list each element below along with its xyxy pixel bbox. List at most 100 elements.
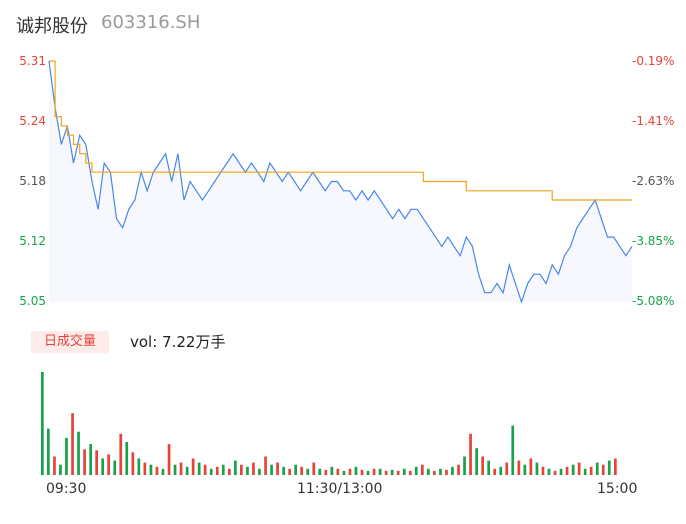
- volume-bar: [221, 464, 225, 475]
- volume-bar: [173, 464, 177, 475]
- volume-bar: [294, 464, 298, 475]
- volume-bar: [131, 452, 135, 475]
- volume-bar: [47, 428, 50, 475]
- volume-bar: [282, 466, 286, 475]
- volume-bar: [469, 433, 472, 475]
- volume-bar: [378, 468, 382, 475]
- volume-bar: [535, 462, 539, 475]
- volume-bar: [439, 468, 442, 475]
- volume-bar: [445, 469, 448, 476]
- volume-bar: [41, 372, 44, 475]
- volume-bar: [499, 466, 503, 475]
- volume-bar: [65, 437, 68, 475]
- volume-bar: [511, 425, 515, 475]
- volume-bar: [607, 460, 611, 475]
- volume-bar: [59, 464, 62, 475]
- volume-bar: [384, 470, 388, 475]
- volume-bar: [589, 466, 593, 475]
- volume-bar: [414, 466, 418, 475]
- volume-bar: [312, 462, 316, 475]
- percent-tick-label: -1.41%: [632, 114, 675, 128]
- volume-bar: [336, 468, 340, 475]
- volume-bar: [83, 449, 86, 476]
- volume-bar: [89, 444, 93, 475]
- volume-bar: [451, 466, 454, 475]
- volume-readout: vol: 7.22万手: [130, 333, 226, 351]
- volume-bar: [71, 413, 74, 475]
- volume-bar: [487, 460, 491, 475]
- volume-bar: [366, 470, 370, 475]
- volume-bar: [155, 466, 159, 475]
- price-tick-label: 5.12: [19, 234, 46, 248]
- volume-bar: [107, 454, 111, 475]
- volume-bar: [252, 462, 255, 475]
- volume-bar: [523, 464, 527, 475]
- price-tick-label: 5.05: [19, 294, 46, 308]
- volume-tab[interactable]: 日成交量: [31, 331, 109, 353]
- volume-bar: [258, 468, 261, 475]
- volume-bar: [77, 431, 80, 475]
- volume-bar: [457, 464, 460, 475]
- volume-bar: [517, 460, 521, 475]
- time-tick-label: 15:00: [597, 481, 638, 497]
- volume-bar: [101, 458, 105, 475]
- volume-bar: [547, 468, 551, 475]
- percent-tick-label: -2.63%: [632, 174, 675, 188]
- volume-bar: [372, 468, 376, 475]
- volume-bar: [240, 464, 243, 475]
- volume-bar: [306, 468, 310, 475]
- volume-bar: [276, 462, 279, 475]
- volume-bar: [348, 468, 352, 475]
- volume-bar: [228, 468, 231, 475]
- volume-bar: [264, 456, 267, 475]
- volume-bar: [113, 460, 117, 475]
- volume-bar: [529, 458, 533, 475]
- time-tick-label: 09:30: [46, 481, 87, 497]
- time-tick-label: 11:30/13:00: [297, 481, 383, 497]
- stock-code: 603316.SH: [101, 12, 201, 33]
- volume-bar: [179, 462, 183, 475]
- volume-bar: [583, 468, 587, 475]
- volume-bar: [215, 466, 219, 475]
- volume-bar: [614, 458, 617, 475]
- price-tick-label: 5.31: [19, 54, 46, 68]
- volume-bar: [167, 444, 171, 475]
- volume-bar: [402, 468, 406, 475]
- price-tick-label: 5.18: [19, 174, 46, 188]
- volume-bar: [119, 433, 123, 475]
- volume-bar: [143, 462, 147, 475]
- volume-bar: [601, 464, 605, 475]
- volume-bar: [396, 470, 400, 475]
- volume-bar: [95, 450, 99, 475]
- volume-bar: [270, 464, 273, 475]
- volume-bar: [463, 456, 466, 475]
- volume-bar: [390, 469, 394, 476]
- volume-bar: [185, 466, 189, 475]
- stock-name: 诚邦股份: [16, 16, 88, 37]
- volume-bar: [161, 468, 165, 475]
- price-area-fill: [49, 61, 632, 302]
- volume-bar: [421, 464, 424, 475]
- volume-bar: [53, 456, 56, 475]
- volume-bar: [342, 470, 346, 475]
- volume-bar: [433, 470, 436, 475]
- volume-bar: [300, 466, 304, 475]
- price-line: [48, 60, 633, 304]
- volume-bar: [360, 469, 364, 476]
- volume-bar: [505, 462, 509, 475]
- volume-bar: [565, 466, 569, 475]
- volume-bar: [324, 469, 328, 476]
- volume-bar: [137, 458, 141, 475]
- percent-tick-label: -0.19%: [632, 54, 675, 68]
- volume-bar: [595, 462, 599, 475]
- volume-bar: [577, 462, 581, 475]
- volume-bar: [553, 470, 557, 475]
- average-price-line: [49, 60, 632, 201]
- volume-bar: [354, 466, 358, 475]
- percent-tick-label: -3.85%: [632, 234, 675, 248]
- volume-bar: [481, 456, 485, 475]
- volume-bar: [541, 466, 545, 475]
- percent-tick-label: -5.08%: [632, 294, 675, 308]
- volume-bar: [318, 468, 322, 475]
